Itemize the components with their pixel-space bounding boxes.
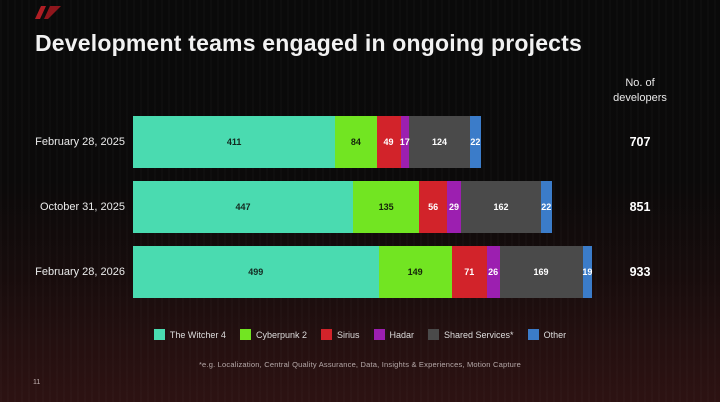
row-label: October 31, 2025	[39, 201, 125, 213]
stacked-bar: 447 135 56 29 162 22	[133, 181, 552, 233]
bar-segment: 71	[451, 246, 487, 298]
segment-value: 56	[428, 202, 439, 212]
segment-value: 162	[493, 202, 509, 212]
legend-swatch-icon	[527, 329, 539, 340]
legend-swatch-icon	[239, 329, 251, 340]
legend-label: The Witcher 4	[169, 329, 226, 340]
legend-item: Hadar	[373, 329, 415, 340]
legend-label: Cyberpunk 2	[255, 329, 307, 340]
segment-value: 26	[488, 267, 499, 277]
row-total: 933	[629, 265, 651, 279]
bar-segment: 84	[335, 116, 377, 168]
chart-legend: The Witcher 4 Cyberpunk 2 Sirius Hadar Share…	[0, 329, 720, 340]
legend-label: Shared Services*	[444, 329, 514, 340]
footnote: *e.g. Localization, Central Quality Assu…	[198, 360, 522, 369]
legend-item: Other	[527, 329, 567, 340]
page-title: Development teams engaged in ongoing pro…	[35, 30, 583, 56]
legend-label: Other	[543, 329, 567, 340]
segment-value: 411	[226, 137, 242, 147]
segment-value: 499	[248, 267, 264, 277]
segment-value: 135	[378, 202, 394, 212]
row-label: February 28, 2025	[35, 136, 125, 148]
bar-segment: 169	[499, 246, 583, 298]
bar-segment: 149	[378, 246, 452, 298]
legend-item: Cyberpunk 2	[239, 329, 307, 340]
bar-segment: 135	[352, 181, 420, 233]
bar-segment: 26	[486, 246, 500, 298]
stacked-bar-chart: February 28, 2025 411 84 49 17 124 22 707 Octobe…	[0, 116, 720, 311]
bar-segment: 29	[446, 181, 462, 233]
segment-value: 124	[431, 137, 447, 147]
legend-swatch-icon	[153, 329, 165, 340]
segment-value: 149	[407, 267, 423, 277]
segment-value: 19	[582, 267, 593, 277]
developers-column-header-line2: developers	[613, 92, 667, 105]
bar-segment: 411	[133, 116, 336, 168]
bar-segment: 162	[461, 181, 541, 233]
developers-column-header: No. of developers	[598, 76, 682, 107]
segment-value: 29	[449, 202, 460, 212]
segment-value: 169	[533, 267, 549, 277]
row-total: 851	[629, 200, 651, 214]
legend-swatch-icon	[373, 329, 385, 340]
bar-segment: 49	[376, 116, 401, 168]
segment-value: 84	[350, 137, 361, 147]
stacked-bar: 499 149 71 26 169 19	[133, 246, 592, 298]
bar-segment: 447	[133, 181, 353, 233]
bar-segment: 17	[399, 116, 410, 168]
row-label: February 28, 2026	[35, 266, 125, 278]
segment-value: 22	[470, 137, 481, 147]
page-number: 11	[33, 379, 41, 386]
chart-row: February 28, 2026 499 149 71 26 169 19 933	[0, 246, 720, 298]
bar-segment: 499	[133, 246, 379, 298]
row-total: 707	[629, 135, 651, 149]
chart-row: February 28, 2025 411 84 49 17 124 22 707	[0, 116, 720, 168]
legend-item: Shared Services*	[428, 329, 514, 340]
legend-label: Sirius	[336, 329, 360, 340]
chart-row: October 31, 2025 447 135 56 29 162 22 851	[0, 181, 720, 233]
segment-value: 447	[235, 202, 251, 212]
legend-swatch-icon	[428, 329, 440, 340]
bar-segment: 22	[469, 116, 481, 168]
bar-segment: 56	[419, 181, 447, 233]
segment-value: 17	[399, 137, 410, 147]
red-wedge-logo-icon	[35, 6, 61, 19]
segment-value: 49	[383, 137, 394, 147]
segment-value: 22	[541, 202, 552, 212]
legend-item: The Witcher 4	[153, 329, 226, 340]
legend-swatch-icon	[320, 329, 332, 340]
legend-item: Sirius	[320, 329, 360, 340]
bar-segment: 22	[540, 181, 552, 233]
bar-segment: 124	[408, 116, 470, 168]
segment-value: 71	[464, 267, 475, 277]
stacked-bar: 411 84 49 17 124 22	[133, 116, 481, 168]
developers-column-header-line1: No. of	[625, 77, 655, 89]
legend-label: Hadar	[389, 329, 415, 340]
bar-segment: 19	[582, 246, 593, 298]
